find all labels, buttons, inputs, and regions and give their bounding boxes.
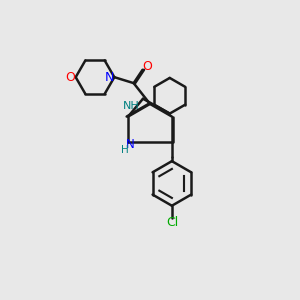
Text: Cl: Cl xyxy=(166,216,178,229)
Text: N: N xyxy=(105,71,115,84)
Text: O: O xyxy=(142,60,152,73)
Text: H: H xyxy=(121,145,128,155)
Text: N: N xyxy=(126,138,135,151)
Text: NH: NH xyxy=(123,101,140,111)
Text: O: O xyxy=(65,71,75,84)
